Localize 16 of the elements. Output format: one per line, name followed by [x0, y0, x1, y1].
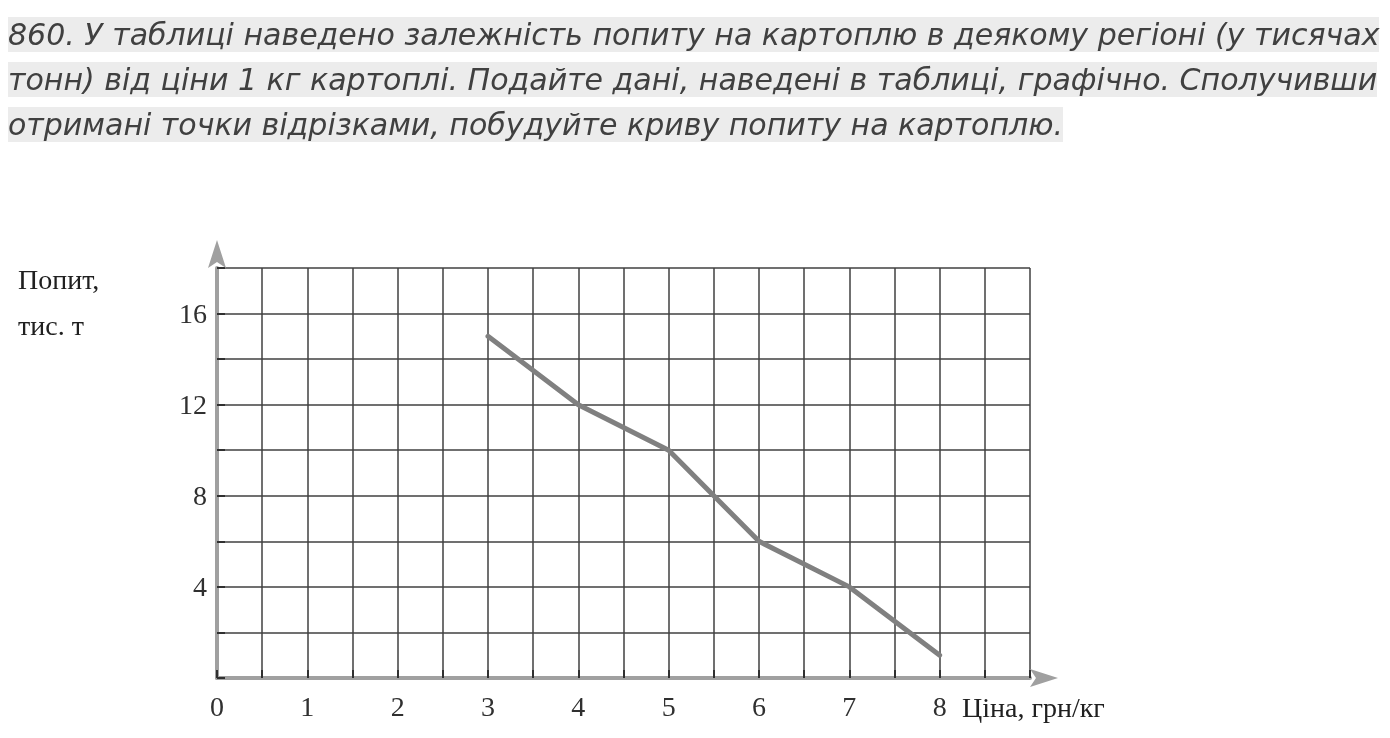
- y-tick-label: 16: [179, 298, 207, 330]
- x-tick-label: 1: [300, 690, 315, 722]
- y-tick-label: 4: [193, 571, 207, 603]
- x-tick-label: 2: [390, 690, 405, 722]
- y-tick-label: 8: [193, 480, 207, 512]
- x-axis-title: Ціна, грн/кг: [962, 691, 1105, 723]
- x-tick-label: 5: [661, 690, 676, 722]
- x-tick-label: 4: [571, 690, 586, 722]
- x-tick-label: 3: [481, 690, 495, 722]
- x-tick-label: 8: [932, 690, 947, 722]
- x-tick-label: 6: [752, 690, 766, 722]
- x-tick-label: 0: [210, 690, 224, 722]
- x-tick-label: 7: [842, 690, 857, 722]
- y-axis-title: Попит, тис. т: [18, 263, 107, 341]
- chart-title: 860. У таблиці наведено залежність попиту на картоплю в деякому регіоні (у тисячах тонн) від ціни 1 кг картоплі. Подайте дані, наведені в таблиці, графічно. Сполучивши отримані точки відрізками, побудуйте криву попиту на картоплю.: [8, 17, 1380, 142]
- y-tick-label: 12: [179, 389, 207, 421]
